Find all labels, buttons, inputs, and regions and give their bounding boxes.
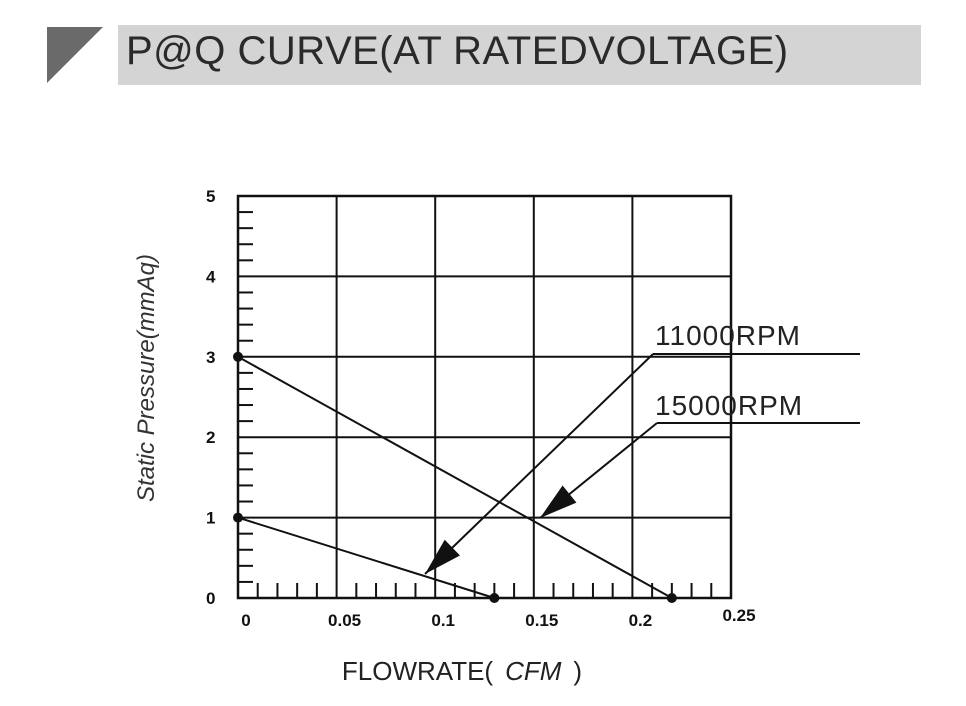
title-bar: P@Q CURVE(AT RATEDVOLTAGE) bbox=[118, 25, 921, 85]
data-point-11000rpm bbox=[489, 593, 500, 603]
x-axis-label-suffix: ) bbox=[573, 656, 582, 686]
series-line-15000rpm bbox=[237, 355, 673, 599]
x-tick-label: 0.1 bbox=[431, 611, 455, 630]
x-axis-label-unit: CFM bbox=[505, 656, 562, 686]
grid bbox=[236, 194, 733, 600]
y-axis-label: Static Pressure(mmAq) bbox=[133, 254, 160, 502]
tick-labels: 0 1 2 3 4 5 0 0.05 0.1 0.15 0.2 0.25 bbox=[206, 187, 756, 630]
legend-label-11000rpm: 11000RPM bbox=[655, 320, 801, 351]
y-tick-label: 4 bbox=[206, 267, 216, 286]
arrow-head-icon bbox=[540, 485, 577, 518]
minor-ticks bbox=[238, 211, 713, 598]
chart-title: P@Q CURVE(AT RATEDVOLTAGE) bbox=[126, 29, 789, 73]
title-corner-mark bbox=[47, 27, 103, 83]
arrow-head-icon bbox=[425, 539, 460, 574]
y-tick-label: 1 bbox=[206, 509, 215, 528]
x-tick-label: 0.15 bbox=[525, 611, 558, 630]
data-point-11000rpm bbox=[233, 512, 243, 523]
plot-frame bbox=[236, 194, 733, 600]
x-axis-label-prefix: FLOWRATE( bbox=[342, 656, 494, 686]
x-tick-label: 0.2 bbox=[629, 611, 653, 630]
legend-leader-line bbox=[424, 353, 654, 575]
legend-label-15000rpm: 15000RPM bbox=[655, 390, 803, 421]
y-tick-label: 0 bbox=[206, 589, 215, 608]
data-point-15000rpm bbox=[666, 593, 677, 603]
series-line-11000rpm bbox=[237, 516, 495, 599]
x-tick-label: 0 bbox=[241, 611, 250, 630]
series-lines bbox=[233, 351, 677, 603]
legend-callouts: 11000RPM 15000RPM bbox=[424, 320, 860, 575]
data-point-15000rpm bbox=[233, 351, 243, 362]
x-axis-label: FLOWRATE( CFM) bbox=[342, 656, 582, 686]
x-tick-label: 0.25 bbox=[722, 606, 755, 625]
y-tick-label: 2 bbox=[206, 428, 215, 447]
y-tick-label: 5 bbox=[206, 187, 215, 206]
x-tick-label: 0.05 bbox=[328, 611, 361, 630]
y-tick-label: 3 bbox=[206, 348, 215, 367]
